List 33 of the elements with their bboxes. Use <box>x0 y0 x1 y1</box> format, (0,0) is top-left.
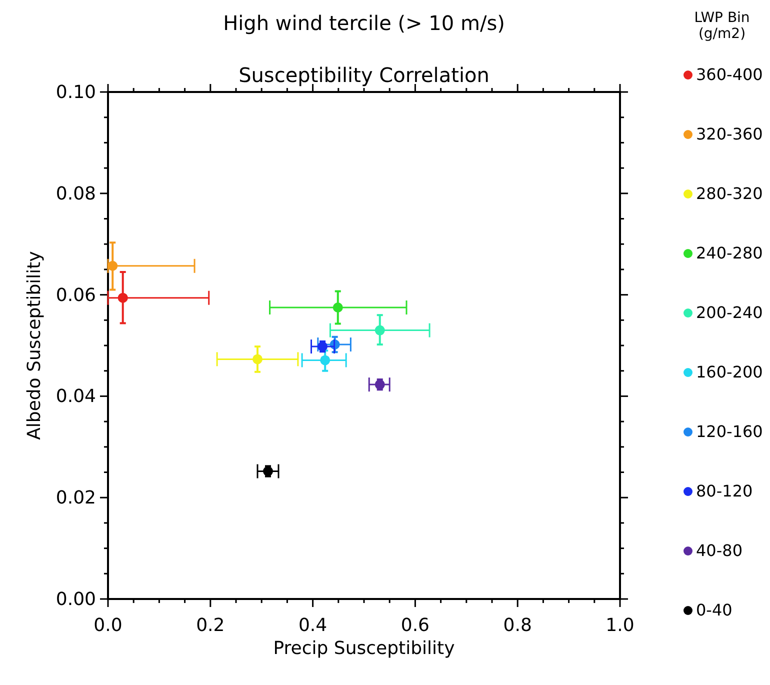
x-tick-label: 0.6 <box>400 615 430 636</box>
point <box>332 302 343 312</box>
chart-title: High wind tercile (> 10 m/s) <box>223 11 505 35</box>
point <box>374 325 385 336</box>
legend-label: 0-40 <box>696 600 732 620</box>
legend-label: 40-80 <box>696 541 742 560</box>
legend-label: 160-200 <box>696 362 763 382</box>
x-tick-label: 1.0 <box>606 615 634 636</box>
legend-label: 240-280 <box>696 244 763 262</box>
legend-title: LWP Bin (g/m2) <box>694 10 750 42</box>
y-tick-label: 0.04 <box>56 386 96 408</box>
x-tick-label: 0.8 <box>503 615 532 636</box>
y-tick-label: 0.08 <box>56 183 96 204</box>
x-axis-title: Precip Susceptibility <box>273 638 456 659</box>
y-axis-title: Albedo Susceptibility <box>24 250 45 440</box>
x-tick-label: 0.2 <box>196 615 225 636</box>
x-tick-label: 0.4 <box>298 615 328 636</box>
x-tick-label: 0.0 <box>94 615 122 636</box>
legend-label: 360-400 <box>696 65 763 84</box>
y-tick-label: 0.00 <box>56 589 96 610</box>
legend-label: 80-120 <box>696 482 753 500</box>
legend-label: 200-240 <box>696 303 763 322</box>
point <box>118 292 128 303</box>
point <box>320 355 330 366</box>
legend-label: 280-320 <box>696 184 763 203</box>
y-tick-label: 0.02 <box>56 488 96 509</box>
legend-label: 120-160 <box>696 422 763 441</box>
chart-subtitle: Susceptibility Correlation <box>238 63 490 87</box>
point <box>108 260 118 271</box>
y-tick-label: 0.06 <box>56 284 96 306</box>
point <box>252 354 263 364</box>
y-tick-label: 0.10 <box>56 82 96 103</box>
legend-label: 320-360 <box>696 124 763 144</box>
